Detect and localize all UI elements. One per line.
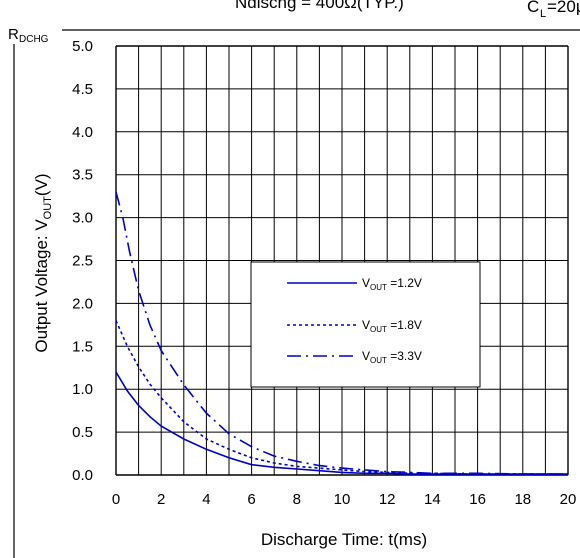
- cl-label-sub: L: [540, 8, 546, 20]
- legend-label-1: VOUT =1.2V: [362, 276, 422, 292]
- legend-label-3: VOUT =3.3V: [362, 349, 422, 365]
- series-lines: [115, 191, 568, 475]
- header-cut-text: Ndischg = 400Ω(TYP.): [235, 0, 404, 12]
- y-tick-label: 3.5: [72, 167, 93, 184]
- rdchg-label-main: R: [8, 26, 19, 43]
- x-tick-label: 0: [112, 491, 120, 508]
- x-tick-label: 8: [293, 491, 301, 508]
- x-tick-label: 10: [334, 491, 351, 508]
- rdchg-label-sub: DCHG: [19, 34, 49, 45]
- y-tick-label: 2.5: [72, 253, 93, 270]
- y-tick-label: 1.0: [72, 381, 93, 398]
- y-tick-label: 4.5: [72, 81, 93, 98]
- x-tick-label: 18: [514, 491, 531, 508]
- x-tick-label: 2: [157, 491, 165, 508]
- y-tick-label: 4.0: [72, 124, 93, 141]
- y-axis-label-sub: OUT: [42, 196, 54, 220]
- y-tick-label: 3.0: [72, 210, 93, 227]
- series-line-3: [115, 191, 568, 475]
- x-tick-label: 6: [247, 491, 255, 508]
- x-tick-label: 4: [202, 491, 210, 508]
- legend-label-2: VOUT =1.8V: [362, 318, 422, 334]
- x-tick-label: 16: [469, 491, 486, 508]
- rdchg-label: R DCHG: [8, 26, 49, 45]
- x-axis-label: Discharge Time: t(ms): [261, 530, 427, 549]
- y-tick-label: 5.0: [72, 38, 93, 55]
- legend: VOUT =1.2V VOUT =1.8V VOUT =3.3V: [287, 276, 422, 365]
- y-axis-label-main: Output Voltage: V: [32, 219, 51, 353]
- y-axis-label: Output Voltage: VOUT(V): [32, 173, 54, 352]
- y-tick-label: 0.0: [72, 467, 93, 484]
- y-axis-label-unit: (V): [32, 173, 51, 196]
- svg-text:Output Voltage: VOUT(V): Output Voltage: VOUT(V): [32, 173, 54, 352]
- x-tick-label: 20: [560, 491, 577, 508]
- cl-label-main: C: [527, 0, 539, 16]
- tick-labels: 0 2 4 6 8 10 12 14 16 18 20 0.0 0.5 1.0 1.5 2.0 2.5 3.0 3.…: [72, 38, 576, 508]
- y-tick-label: 0.5: [72, 424, 93, 441]
- y-tick-label: 2.0: [72, 295, 93, 312]
- cl-label: C L =20μ: [527, 0, 580, 20]
- grid-lines: [115, 45, 569, 476]
- cl-label-rest: =20μ: [547, 0, 580, 16]
- x-tick-label: 12: [379, 491, 396, 508]
- series-line-1: [115, 371, 568, 475]
- y-tick-label: 1.5: [72, 338, 93, 355]
- x-tick-label: 14: [424, 491, 441, 508]
